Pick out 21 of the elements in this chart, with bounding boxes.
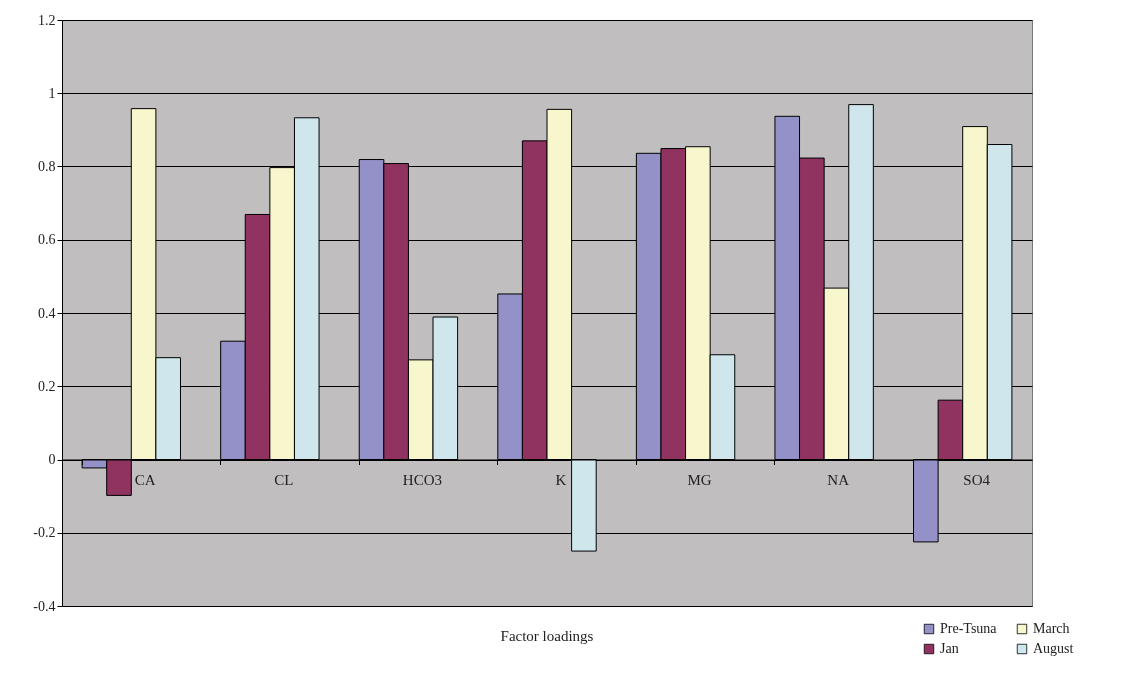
- y-tick-label: 1.2: [38, 12, 56, 28]
- x-tick-label: CL: [274, 472, 294, 488]
- x-tick-label: HCO3: [402, 472, 443, 488]
- y-tick-label: -0.2: [33, 525, 56, 541]
- y-tick-label: 0: [48, 452, 56, 467]
- legend-label: Jan: [940, 641, 959, 656]
- x-axis-title: Factor loadings: [500, 628, 594, 644]
- x-tick-label: CA: [134, 472, 156, 488]
- legend-label: Pre-Tsuna: [940, 621, 998, 636]
- y-tick-label: 0.2: [38, 378, 56, 394]
- y-tick-label: 0.4: [38, 305, 56, 321]
- y-tick-label: 0.6: [38, 232, 56, 248]
- x-tick-label: MG: [687, 472, 712, 488]
- legend-label: August: [1033, 641, 1074, 656]
- x-tick-label: SO4: [963, 472, 991, 488]
- x-tick-label: NA: [827, 472, 850, 488]
- y-tick-label: 0.8: [38, 159, 56, 174]
- y-tick-label: -0.4: [33, 598, 56, 614]
- x-tick-label: K: [555, 472, 567, 488]
- legend-label: March: [1033, 621, 1070, 636]
- y-tick-label: 1: [48, 85, 56, 101]
